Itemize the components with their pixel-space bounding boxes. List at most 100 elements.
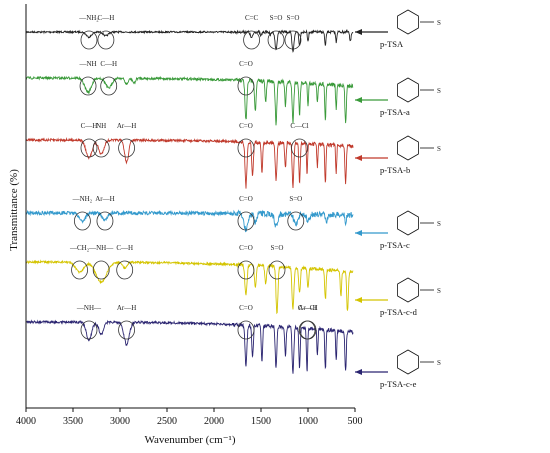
- peak-circle: [243, 30, 261, 50]
- x-tick-label: 2000: [204, 416, 224, 427]
- peak-annotation: —NH—: [88, 244, 114, 280]
- sulfur-atom: S: [437, 87, 441, 95]
- peak-annotation: —CH₂: [69, 244, 90, 280]
- peak-circle: [71, 260, 88, 280]
- peak-circle: [267, 30, 285, 50]
- sulfur-atom: S: [437, 287, 441, 295]
- x-ticks: 4000 3500 3000 2500 2000 1500 1000 500: [16, 408, 363, 427]
- x-tick-label: 3000: [110, 416, 130, 427]
- legend-arrow-head: [355, 29, 362, 35]
- peak-label: C=O: [239, 195, 253, 203]
- axis-layer: 4000 3500 3000 2500 2000 1500 1000 500 Wavenumb…: [8, 4, 363, 446]
- compound-label: p-TSA-c-d: [380, 307, 418, 317]
- peak-circle: [287, 211, 305, 231]
- legend-entry-p-TSA-c: Sp-TSA-c: [355, 210, 441, 250]
- peak-circle: [116, 260, 134, 280]
- peak-label: C=O: [239, 244, 253, 252]
- legend-arrow-head: [355, 297, 362, 303]
- peak-label: Ar—H: [298, 304, 317, 312]
- peak-label: —CH₂: [69, 244, 90, 252]
- benzene-ring: [397, 277, 419, 303]
- peak-circle: [291, 138, 308, 158]
- peak-annotation: C—Cl: [290, 122, 309, 158]
- peak-annotation: C—H: [97, 14, 115, 50]
- legend-entry-p-TSA-c-e: Sp-TSA-c-e: [355, 349, 441, 389]
- peak-label: C—H: [100, 60, 117, 68]
- peak-label: C=O: [239, 122, 253, 130]
- peak-annotation: —NH₂: [72, 195, 93, 231]
- spectrum-line-p-TSA: [25, 29, 354, 53]
- peak-annotation: C=O: [237, 60, 255, 96]
- spectra-layer: [25, 29, 354, 374]
- peak-label: —NH—: [88, 244, 114, 252]
- x-tick-label: 1000: [298, 416, 318, 427]
- legend-entry-p-TSA-c-d: Sp-TSA-c-d: [355, 277, 441, 317]
- peak-circle: [268, 260, 286, 280]
- sulfur-atom: S: [437, 19, 441, 27]
- peak-annotation: S=O: [284, 14, 302, 50]
- legend-entry-p-TSA: Sp-TSA: [355, 9, 441, 49]
- spectrum-line-p-TSA-b: [25, 137, 354, 189]
- peak-annotation: S=O: [287, 195, 305, 231]
- legend-arrow-head: [355, 230, 362, 236]
- x-tick-label: 1500: [251, 416, 271, 427]
- peak-circle: [97, 30, 115, 50]
- x-tick-label: 4000: [16, 416, 36, 427]
- peak-circle: [96, 211, 114, 231]
- peak-annotation: C=O: [237, 244, 255, 280]
- compound-label: p-TSA-c: [380, 240, 410, 250]
- peak-circle: [237, 260, 255, 280]
- peak-annotation: S=O: [268, 244, 286, 280]
- peak-circle: [299, 320, 317, 340]
- legend-layer: Sp-TSASp-TSA-aSp-TSA-bSp-TSA-cSp-TSA-c-d…: [355, 9, 441, 389]
- benzene-ring: [397, 349, 419, 375]
- peak-label: S=O: [271, 244, 284, 252]
- spectrum-line-p-TSA-a: [25, 75, 354, 126]
- peak-annotation: Ar—H: [298, 304, 318, 340]
- peak-label: —NH: [78, 60, 96, 68]
- peak-label: NH: [96, 122, 106, 130]
- peak-annotation: C—H: [116, 244, 134, 280]
- peak-annotation: Ar—H: [117, 304, 136, 340]
- benzene-ring: [397, 77, 419, 103]
- x-tick-label: 2500: [157, 416, 177, 427]
- peak-label: C=C: [245, 14, 259, 22]
- legend-entry-p-TSA-a: Sp-TSA-a: [355, 77, 441, 117]
- peak-circle: [118, 138, 135, 158]
- peak-circle: [80, 30, 98, 50]
- peak-label: S=O: [289, 195, 302, 203]
- peak-label: C—H: [81, 122, 98, 130]
- peak-circle: [80, 138, 98, 158]
- benzene-ring: [397, 210, 419, 236]
- legend-entry-p-TSA-b: Sp-TSA-b: [355, 135, 441, 175]
- peak-label: C—Cl: [298, 304, 316, 312]
- spectrum-line-p-TSA-c: [25, 209, 354, 233]
- compound-label: p-TSA-c-e: [380, 379, 417, 389]
- y-axis-label: Transmittance (%): [8, 169, 20, 251]
- compound-label: p-TSA-a: [380, 107, 410, 117]
- peak-circle: [118, 320, 135, 340]
- legend-arrow-head: [355, 155, 362, 161]
- peak-circle: [237, 211, 255, 231]
- peak-annotation: C—H: [80, 122, 98, 158]
- spectrum-line-p-TSA-c-e: [25, 319, 354, 374]
- peak-label: —NH—: [76, 304, 102, 312]
- peak-label: C=O: [239, 304, 253, 312]
- peak-circle: [92, 138, 110, 158]
- peak-label: S=O: [270, 14, 283, 22]
- compound-label: p-TSA: [380, 39, 404, 49]
- peak-circle: [80, 320, 98, 340]
- compound-label: p-TSA-b: [380, 165, 410, 175]
- peak-annotation: —NH—: [76, 304, 102, 340]
- legend-arrow-head: [355, 369, 362, 375]
- sulfur-atom: S: [437, 359, 441, 367]
- peak-annotation: NH: [92, 122, 110, 158]
- peak-label: C=O: [239, 60, 253, 68]
- peak-annotation: C=O: [237, 122, 255, 158]
- peak-label: —NH₂: [72, 195, 93, 203]
- sulfur-atom: S: [437, 220, 441, 228]
- spectrum-line-p-TSA-c-d: [25, 259, 354, 315]
- peak-circle: [74, 211, 91, 231]
- peak-label: Ar—H: [95, 195, 114, 203]
- peak-annotation: Ar—H: [95, 195, 115, 231]
